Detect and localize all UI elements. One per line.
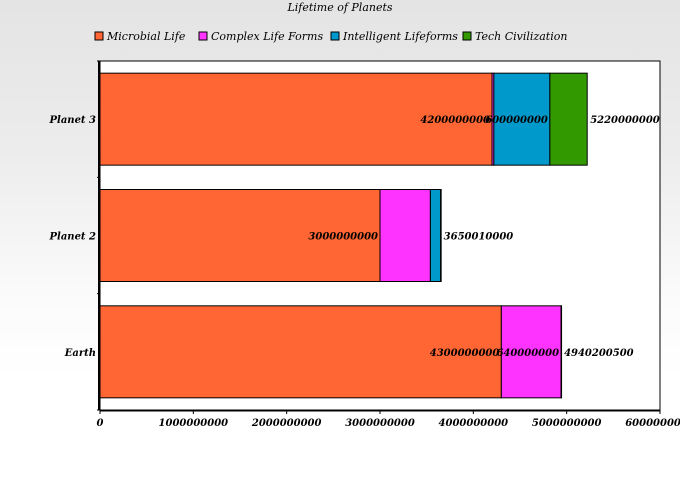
- category-label: Planet 2: [49, 232, 97, 243]
- x-tick-label: 0: [97, 418, 104, 429]
- legend-label: Complex Life Forms: [211, 30, 323, 43]
- total-label: 5220000000: [590, 115, 660, 126]
- x-tick-label: 2000000000: [251, 418, 322, 429]
- total-label: 3650010000: [444, 232, 514, 243]
- chart-title: Lifetime of Planets: [286, 1, 392, 14]
- x-tick-label: 3000000000: [345, 418, 415, 429]
- legend-swatch: [330, 31, 340, 41]
- segment-label: 4300000000: [430, 348, 500, 359]
- legend-swatch: [462, 31, 472, 41]
- x-tick-label: 6000000000: [625, 418, 680, 429]
- bar-segment: [99, 72, 493, 166]
- bar-segment: [99, 305, 502, 399]
- legend-label: Microbial Life: [106, 30, 186, 43]
- segment-label: 600000000: [485, 115, 548, 126]
- total-label: 4940200500: [564, 348, 634, 359]
- segment-label: 3000000000: [308, 232, 378, 243]
- x-axis: 0 1000000000 2000000000 3000000000 400000000…: [97, 409, 680, 429]
- bar-segment: [429, 189, 442, 282]
- bar-segment: [379, 189, 431, 282]
- category-label: Earth: [64, 348, 96, 359]
- y-axis: Planet 3 Planet 2 Earth: [49, 60, 100, 411]
- segment-label: 4200000000: [420, 115, 490, 126]
- bar-segment: [549, 72, 588, 166]
- legend-swatch: [94, 31, 104, 41]
- category-label: Planet 3: [49, 115, 97, 126]
- bar-segment: [560, 305, 563, 399]
- segment-label: 640000000: [496, 348, 559, 359]
- legend-swatch: [198, 31, 208, 41]
- x-tick-label: 5000000000: [532, 418, 602, 429]
- bar-segment: [440, 189, 442, 282]
- legend-label: Intelligent Lifeforms: [342, 30, 458, 43]
- bars: [99, 72, 588, 399]
- legend: Microbial Life Complex Life Forms Intellig…: [94, 30, 567, 43]
- x-tick-label: 1000000000: [159, 418, 229, 429]
- x-tick-label: 4000000000: [439, 418, 509, 429]
- bar-segment: [99, 189, 381, 282]
- legend-label: Tech Civilization: [475, 30, 567, 43]
